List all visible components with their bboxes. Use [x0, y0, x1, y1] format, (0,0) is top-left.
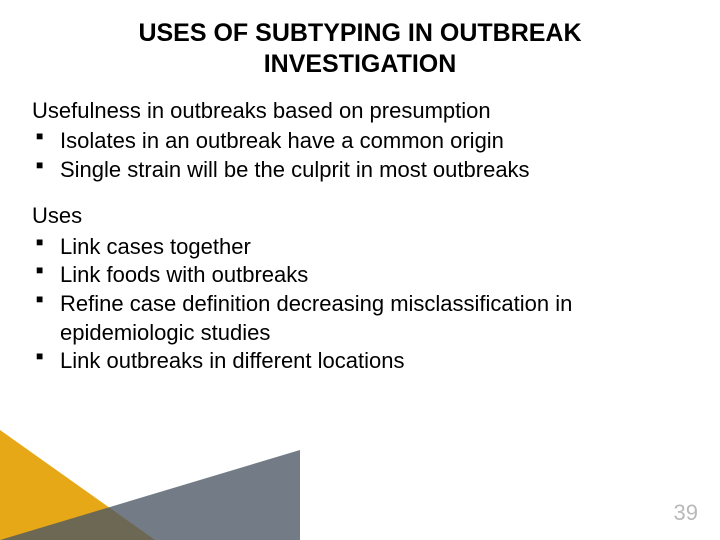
- list-item: Single strain will be the culprit in mos…: [32, 156, 688, 185]
- section1-intro: Usefulness in outbreaks based on presump…: [32, 97, 688, 126]
- list-item: Link cases together: [32, 233, 688, 262]
- decoration-triangle-gray: [0, 450, 300, 540]
- section1-list: Isolates in an outbreak have a common or…: [32, 127, 688, 184]
- list-item: Link outbreaks in different locations: [32, 347, 688, 376]
- list-item: Link foods with outbreaks: [32, 261, 688, 290]
- section2-intro: Uses: [32, 202, 688, 231]
- page-number: 39: [674, 500, 698, 526]
- decoration-triangle-gray-wrap: [0, 450, 300, 540]
- slide-title: USES OF SUBTYPING IN OUTBREAK INVESTIGAT…: [60, 18, 660, 81]
- list-item: Isolates in an outbreak have a common or…: [32, 127, 688, 156]
- section2-list: Link cases together Link foods with outb…: [32, 233, 688, 376]
- list-item: Refine case definition decreasing miscla…: [32, 290, 688, 347]
- slide: USES OF SUBTYPING IN OUTBREAK INVESTIGAT…: [0, 0, 720, 540]
